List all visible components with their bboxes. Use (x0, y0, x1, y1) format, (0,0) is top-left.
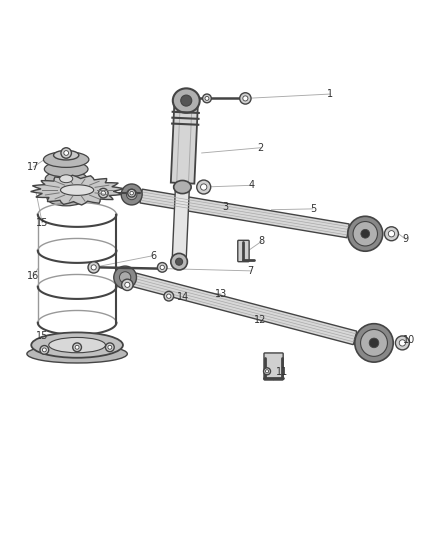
Ellipse shape (171, 253, 187, 270)
Ellipse shape (27, 345, 127, 363)
Ellipse shape (45, 171, 87, 187)
Circle shape (385, 227, 399, 241)
Ellipse shape (176, 258, 183, 265)
Circle shape (265, 370, 268, 373)
Ellipse shape (43, 152, 89, 167)
Circle shape (73, 343, 81, 352)
Circle shape (88, 262, 99, 273)
Circle shape (389, 231, 395, 237)
Ellipse shape (53, 150, 79, 160)
Circle shape (122, 279, 133, 290)
Circle shape (205, 96, 209, 100)
Text: 6: 6 (150, 251, 156, 261)
Circle shape (91, 265, 96, 270)
Text: 12: 12 (254, 315, 267, 325)
Ellipse shape (353, 222, 378, 246)
Ellipse shape (127, 189, 137, 200)
Polygon shape (140, 189, 349, 238)
Ellipse shape (355, 324, 393, 362)
Ellipse shape (360, 329, 388, 357)
Circle shape (240, 93, 251, 104)
Circle shape (157, 263, 167, 272)
Ellipse shape (46, 181, 86, 196)
Text: 15: 15 (36, 332, 48, 341)
Text: 4: 4 (249, 180, 255, 190)
Text: 9: 9 (403, 235, 409, 245)
Circle shape (99, 188, 108, 198)
Circle shape (130, 191, 134, 195)
Circle shape (396, 336, 410, 350)
Text: 5: 5 (310, 204, 316, 214)
Polygon shape (172, 183, 190, 258)
Polygon shape (171, 106, 198, 184)
Circle shape (399, 340, 406, 346)
Text: 15: 15 (36, 218, 48, 228)
Text: 17: 17 (27, 162, 39, 172)
Text: 1: 1 (327, 89, 333, 99)
Ellipse shape (47, 190, 85, 206)
Circle shape (166, 294, 171, 298)
FancyBboxPatch shape (238, 240, 249, 262)
Circle shape (64, 151, 68, 155)
Text: 10: 10 (403, 335, 415, 345)
Ellipse shape (181, 95, 192, 106)
Ellipse shape (369, 338, 379, 348)
Ellipse shape (348, 216, 383, 251)
Ellipse shape (173, 88, 200, 113)
Text: 13: 13 (215, 289, 227, 299)
Text: 2: 2 (258, 143, 264, 153)
Text: 14: 14 (177, 292, 189, 302)
Circle shape (264, 368, 271, 375)
Polygon shape (31, 175, 124, 205)
Text: 7: 7 (247, 266, 254, 276)
Text: 11: 11 (276, 367, 289, 377)
Circle shape (160, 265, 164, 270)
Polygon shape (133, 273, 357, 345)
Circle shape (40, 345, 49, 354)
FancyBboxPatch shape (264, 353, 283, 380)
Ellipse shape (49, 337, 106, 353)
Ellipse shape (60, 175, 73, 183)
Ellipse shape (120, 272, 131, 283)
Ellipse shape (121, 184, 142, 205)
Circle shape (42, 348, 46, 352)
Circle shape (108, 345, 112, 349)
Circle shape (164, 292, 173, 301)
Text: 8: 8 (259, 236, 265, 246)
Ellipse shape (361, 229, 370, 238)
Circle shape (101, 191, 106, 195)
Circle shape (75, 345, 79, 349)
Circle shape (197, 180, 211, 194)
Polygon shape (60, 185, 94, 196)
Circle shape (106, 343, 114, 352)
Ellipse shape (31, 333, 123, 358)
Circle shape (201, 184, 207, 190)
Ellipse shape (174, 181, 191, 193)
Circle shape (243, 96, 248, 101)
Ellipse shape (114, 266, 137, 289)
Circle shape (61, 148, 71, 158)
Ellipse shape (44, 161, 88, 177)
Circle shape (128, 189, 136, 197)
Text: 3: 3 (223, 201, 229, 212)
Circle shape (125, 282, 130, 287)
Text: 16: 16 (27, 271, 39, 281)
Circle shape (203, 94, 211, 103)
